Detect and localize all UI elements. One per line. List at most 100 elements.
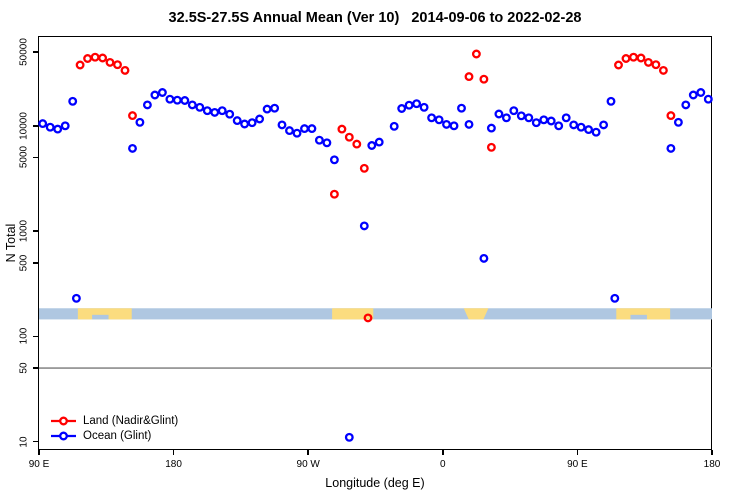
data-point-ocean [307,124,317,134]
data-point-land [359,163,369,173]
data-point-ocean [546,116,556,126]
x-tick-mark [307,450,309,455]
data-point-ocean [501,113,511,123]
data-point-land [90,52,100,62]
data-point-land [337,124,347,134]
data-point-land [486,142,496,152]
data-point-ocean [599,120,609,130]
map-strip-notch-australia [92,314,109,320]
y-tick-mark [33,230,38,232]
data-point-ocean [314,135,324,145]
data-point-land [629,52,638,62]
x-tick-mark [576,450,579,455]
data-point-ocean [150,90,160,100]
map-strip-land-south-america [332,308,374,320]
data-point-ocean [404,100,414,110]
map-strip-notch-australia-repeat [630,314,647,320]
data-point-ocean [292,128,302,138]
data-point-ocean [187,100,197,110]
data-point-ocean [300,124,309,134]
y-tick-label: 100 [18,328,30,345]
data-point-land [651,60,661,70]
data-point-land [471,49,481,59]
data-point-ocean [389,121,399,131]
data-point-land [98,53,108,63]
legend-item-ocean: Ocean (Glint) [50,428,178,443]
x-tick-mark [442,450,444,455]
data-point-ocean [53,124,63,134]
map-strip-land-africa [463,308,489,320]
y-tick-label: 1000 [18,219,30,243]
ocean-series-marker-icon [51,431,76,440]
y-tick-label: 50000 [18,38,30,67]
data-point-ocean [359,221,369,231]
data-point-land [120,65,130,75]
data-point-land [344,132,354,142]
data-point-ocean [240,119,250,129]
x-tick-mark [711,450,713,455]
data-point-land [636,53,646,63]
data-point-ocean [509,106,519,116]
y-tick-label: 10 [18,436,30,448]
y-tick-label: 10000 [18,111,30,140]
data-point-ocean [584,125,594,135]
data-point-ocean [71,293,81,303]
data-point-land [614,60,623,70]
x-tick-mark [38,450,40,455]
y-tick-mark [33,51,38,53]
land-series-marker-icon [51,416,76,425]
data-point-ocean [569,120,579,130]
data-point-ocean [128,143,137,153]
data-point-land [329,189,339,199]
data-point-ocean [38,119,48,129]
data-point-ocean [442,119,451,129]
chart-title: 32.5S-27.5S Annual Mean (Ver 10) 2014-09… [168,10,582,26]
data-point-ocean [576,122,586,132]
data-point-ocean [673,117,683,127]
data-point-ocean [142,100,152,110]
y-tick-mark [33,156,38,159]
data-point-ocean [285,126,294,136]
data-point-ocean [434,115,444,125]
y-tick-label: 500 [18,254,30,272]
data-point-land [352,139,362,149]
y-tick-label: 5000 [18,146,30,169]
data-point-ocean [277,120,287,130]
data-point-ocean [427,113,437,123]
y-tick-mark [33,335,38,338]
data-point-ocean [688,90,698,100]
data-point-ocean [397,104,407,113]
data-point-land [128,111,137,121]
data-point-ocean [419,102,429,112]
data-point-ocean [367,141,377,150]
data-point-ocean [703,94,713,104]
x-tick-label: 90 W [296,459,320,470]
data-point-ocean [531,118,541,128]
data-point-ocean [606,96,616,106]
data-point-ocean [225,109,235,119]
data-point-ocean [591,127,601,137]
data-point-ocean [696,88,706,97]
data-point-ocean [180,96,190,105]
data-point-ocean [486,123,496,133]
map-strip-land-australia-repeat [616,308,671,320]
data-point-ocean [210,107,220,117]
data-point-ocean [344,432,354,442]
data-point-ocean [255,114,265,124]
data-point-land [479,74,489,84]
x-tick-mark [172,450,175,455]
y-tick-mark [33,367,38,369]
x-tick-label: 180 [703,459,721,470]
data-point-ocean [374,137,384,147]
data-point-ocean [412,99,422,109]
data-point-ocean [494,109,504,119]
data-point-ocean [232,116,242,126]
data-point-ocean [217,106,227,116]
data-point-ocean [172,95,182,105]
data-point-ocean [202,106,212,116]
plot-area-border [38,36,712,450]
map-strip-ocean [39,308,712,320]
data-point-ocean [681,100,691,110]
data-point-ocean [554,121,564,131]
